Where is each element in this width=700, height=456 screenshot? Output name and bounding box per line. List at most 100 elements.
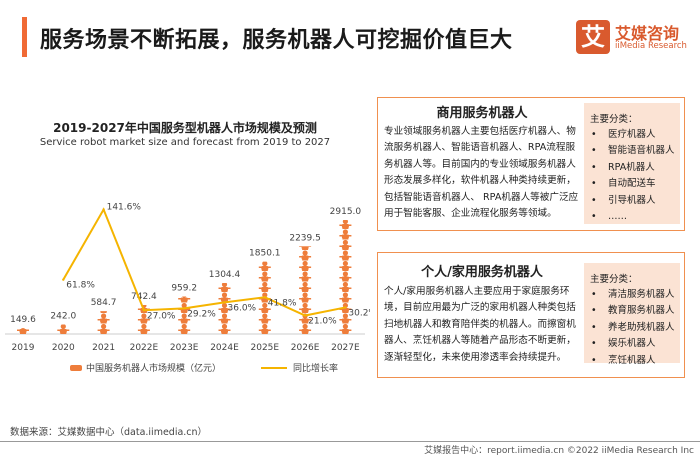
robot-icon <box>299 287 312 289</box>
robot-icon <box>181 311 188 313</box>
robot-icon <box>339 319 352 321</box>
robot-icon <box>181 323 187 330</box>
growth-rate-label: 141.6% <box>107 203 142 213</box>
robot-icon <box>178 329 191 331</box>
robot-icon <box>101 313 107 319</box>
personal-body: 个人/家用服务机器人主要应用于家庭服务环境，目前应用最为广泛的家用机器人种类包括… <box>384 286 576 363</box>
robot-icon <box>258 287 271 289</box>
robot-icon <box>181 313 187 319</box>
robot-icon <box>302 311 309 313</box>
robot-icon <box>339 224 352 226</box>
robot-icon <box>141 313 147 319</box>
robot-icon <box>302 271 308 277</box>
category-item: …… <box>584 209 680 226</box>
legend-bar-swatch <box>70 364 82 371</box>
bar <box>299 246 312 334</box>
robot-icon <box>299 277 312 279</box>
robot-icon <box>221 311 228 313</box>
growth-rate-point <box>344 306 347 309</box>
logo: 艾 艾媒咨询 iiMedia Research <box>576 20 694 56</box>
robot-icon <box>262 302 268 309</box>
chart-legend: 中国服务机器人市场规模（亿元） 同比增长率 <box>70 361 338 374</box>
robot-icon <box>342 280 349 282</box>
bar-value-label: 584.7 <box>91 298 117 308</box>
robot-icon <box>339 287 352 289</box>
logo-cn: 艾媒咨询 <box>615 24 680 43</box>
growth-rate-label: 36.0% <box>228 303 257 313</box>
footer-divider <box>0 441 700 442</box>
robot-icon <box>342 260 348 267</box>
category-item: 医疗机器人 <box>584 127 680 144</box>
robot-icon <box>342 332 349 334</box>
robot-icon <box>221 332 228 334</box>
robot-icon <box>262 292 268 298</box>
x-tick-label: 2022E <box>130 343 159 353</box>
robot-icon <box>101 323 107 330</box>
robot-icon <box>302 269 309 271</box>
robot-icon <box>302 302 308 309</box>
commercial-robot-box: 商用服务机器人 专业领域服务机器人主要包括医疗机器人、物流服务机器人、智能语音机… <box>377 97 685 231</box>
robot-icon <box>299 256 312 258</box>
robot-icon <box>299 319 312 321</box>
category-item: 养老助残机器人 <box>584 320 680 337</box>
robot-icon <box>20 332 26 334</box>
bar-value-label: 959.2 <box>171 283 197 293</box>
robot-icon <box>299 298 312 300</box>
growth-rate-label: 30.2% <box>348 308 370 318</box>
robot-icon <box>342 227 349 229</box>
robot-icon <box>262 323 268 330</box>
x-tick-label: 2019 <box>12 343 35 353</box>
category-item: 智能语音机器人 <box>584 143 680 160</box>
robot-icon <box>181 322 188 324</box>
x-tick-label: 2020 <box>52 343 75 353</box>
chart-title: 2019-2027年中国服务型机器人市场规模及预测 <box>53 121 317 135</box>
robot-icon <box>140 311 147 313</box>
category-item: 清洁服务机器人 <box>584 287 680 304</box>
commercial-title: 商用服务机器人 <box>436 106 528 121</box>
robot-icon <box>261 332 268 334</box>
robot-icon <box>302 292 308 298</box>
category-item: 引导机器人 <box>584 193 680 210</box>
robot-icon <box>60 332 67 334</box>
robot-icon <box>261 269 268 271</box>
robot-icon <box>339 235 352 237</box>
robot-icon <box>140 332 147 334</box>
robot-icon <box>221 302 228 309</box>
legend-line-label: 同比增长率 <box>293 364 339 374</box>
robot-icon <box>258 277 271 279</box>
market-size-chart: 2019 149.6 2020 242.0 2021 584.7 2022E 742.4 202… <box>5 203 370 353</box>
robot-icon <box>182 296 187 298</box>
robot-icon <box>342 313 348 319</box>
robot-icon <box>100 311 107 313</box>
legend-bar-label: 中国服务机器人市场规模（亿元） <box>86 364 222 374</box>
robot-icon <box>342 269 349 271</box>
robot-icon <box>302 250 308 256</box>
robot-icon <box>178 298 191 300</box>
robot-icon <box>339 245 352 247</box>
commercial-category-panel: 主要分类： 医疗机器人 智能语音机器人 RPA机器人 自动配送车 引导机器人 …… <box>584 103 680 226</box>
robot-icon <box>98 309 110 311</box>
robot-icon <box>342 238 349 240</box>
robot-icon <box>221 322 228 324</box>
robot-icon <box>261 290 268 292</box>
growth-rate-point <box>303 314 307 317</box>
robot-icon <box>302 260 308 267</box>
personal-robot-box: 个人/家用服务机器人 个人/家用服务机器人主要应用于家庭服务环境，目前应用最为广… <box>377 252 685 378</box>
robot-icon <box>302 290 309 292</box>
robot-icon <box>141 323 147 330</box>
logo-en: iiMedia Research <box>615 41 687 51</box>
x-tick-label: 2021 <box>92 343 115 353</box>
robot-icon <box>218 298 231 300</box>
robot-icon <box>299 329 312 331</box>
data-source: 数据来源：艾媒数据中心（data.iimedia.cn） <box>10 427 208 438</box>
x-tick-label: 2024E <box>210 343 239 353</box>
robot-icon <box>342 290 349 292</box>
bar-value-label: 2915.0 <box>330 207 362 217</box>
robot-icon <box>342 259 349 261</box>
robot-icon <box>262 313 268 319</box>
growth-rate-point <box>223 301 226 304</box>
robot-icon <box>218 287 231 289</box>
robot-icon <box>100 322 107 324</box>
robot-icon <box>299 308 312 310</box>
robot-icon <box>339 256 352 258</box>
